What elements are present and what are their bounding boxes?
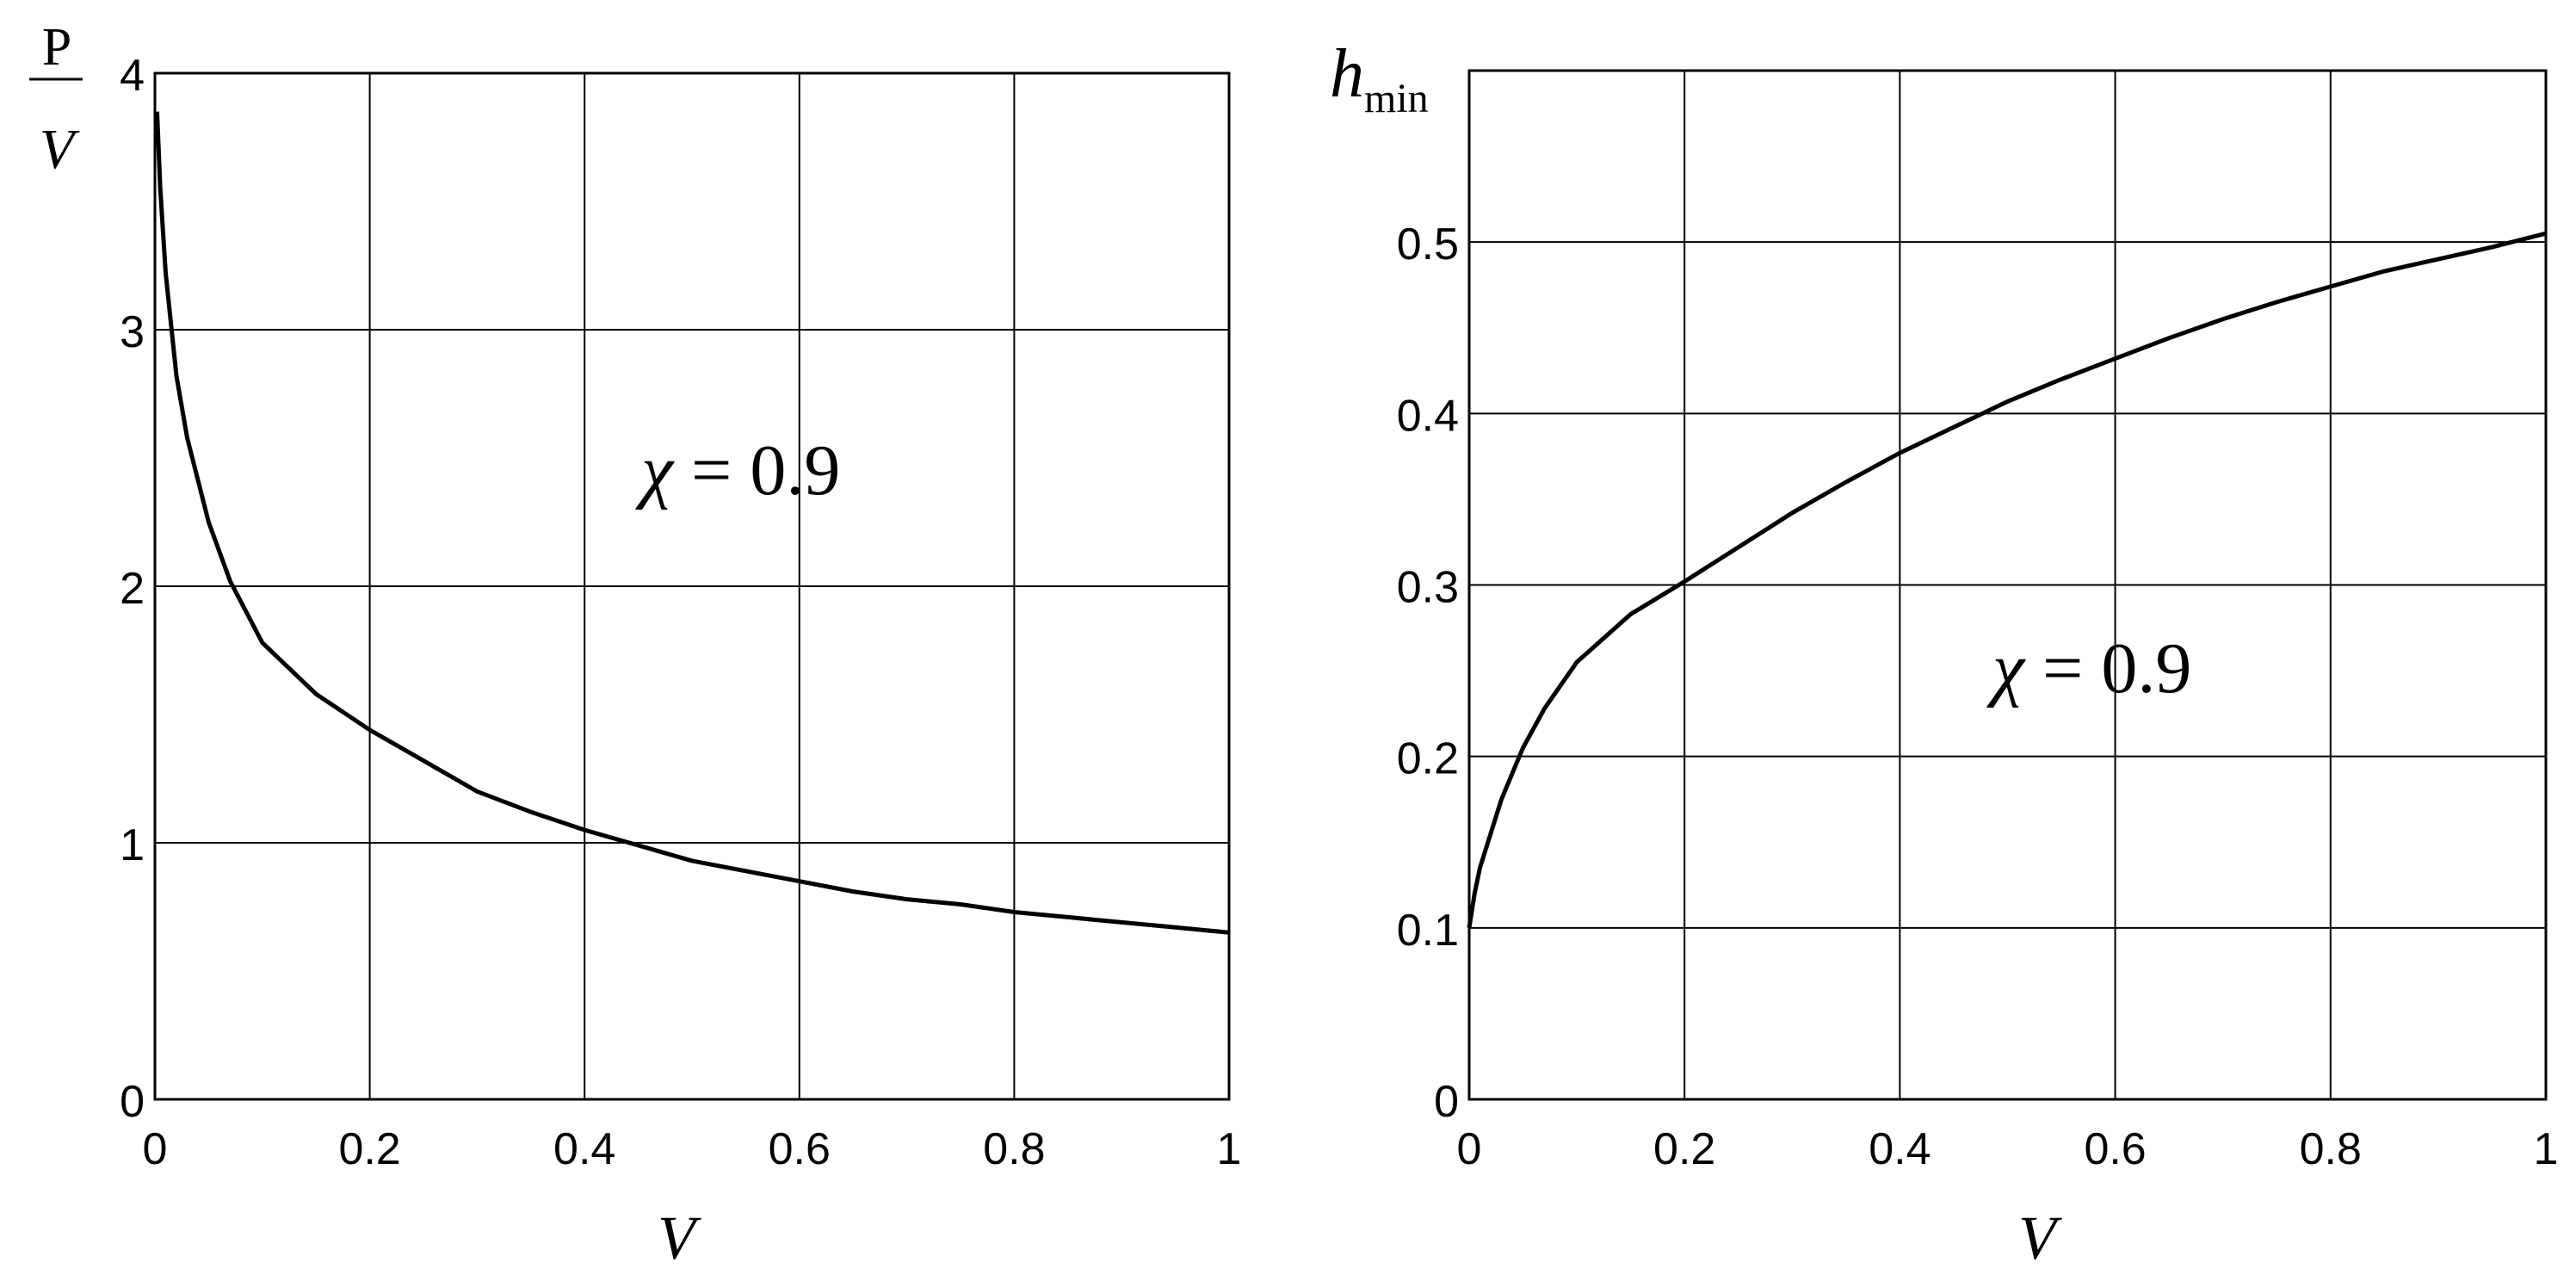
y-label-numerator: P — [42, 18, 71, 77]
y-tick-label: 1 — [120, 820, 145, 870]
x-tick-label: 0.2 — [338, 1124, 400, 1174]
x-tick-label: 1 — [2534, 1124, 2559, 1174]
x-tick-label: 0.8 — [983, 1124, 1045, 1174]
x-tick-label: 0.4 — [553, 1124, 615, 1174]
y-tick-label: 0 — [1434, 1077, 1459, 1127]
chart-p-over-v: 0 0.2 0.4 0.6 0.8 1 0 1 2 3 4 P V V χ = 0.9 — [29, 18, 1241, 1272]
y-label-h: h — [1330, 36, 1364, 112]
x-ticks-p-over-v: 0 0.2 0.4 0.6 0.8 1 — [143, 1124, 1242, 1174]
x-label-p-over-v: V — [658, 1203, 701, 1272]
y-label-denominator: V — [40, 118, 80, 181]
y-ticks-h-min: 0 0.1 0.2 0.3 0.4 0.5 — [1397, 220, 1459, 1127]
y-tick-label: 4 — [120, 51, 145, 101]
y-tick-label: 0.5 — [1397, 220, 1459, 269]
plot-frame-h-min — [1467, 69, 2548, 1101]
y-label-min: min — [1364, 76, 1429, 121]
x-tick-label: 0.6 — [2084, 1124, 2146, 1174]
y-tick-label: 0.4 — [1397, 391, 1459, 441]
x-ticks-h-min: 0 0.2 0.4 0.6 0.8 1 — [1457, 1124, 2559, 1174]
x-tick-label: 0.6 — [769, 1124, 831, 1174]
y-tick-label: 3 — [120, 307, 145, 357]
annotation-chi-p-over-v: χ = 0.9 — [635, 430, 840, 510]
x-label-h-min: V — [2018, 1203, 2062, 1272]
x-tick-label: 1 — [1217, 1124, 1242, 1174]
annotation-chi-value: = 0.9 — [673, 430, 840, 510]
annotation-chi-value: = 0.9 — [2024, 628, 2191, 708]
y-ticks-p-over-v: 0 1 2 3 4 — [120, 51, 145, 1127]
x-tick-label: 0.2 — [1653, 1124, 1715, 1174]
annotation-chi-symbol: χ — [1986, 628, 2026, 708]
x-tick-label: 0.8 — [2300, 1124, 2362, 1174]
grid-p-over-v — [154, 72, 1230, 1100]
x-tick-label: 0.4 — [1869, 1124, 1930, 1174]
annotation-chi-h-min: χ = 0.9 — [1986, 628, 2191, 708]
x-tick-label: 0 — [143, 1124, 168, 1174]
grid-h-min — [1468, 71, 2547, 1100]
x-tick-label: 0 — [1457, 1124, 1482, 1174]
y-tick-label: 2 — [120, 564, 145, 614]
y-tick-label: 0 — [120, 1077, 145, 1127]
annotation-chi-symbol: χ — [635, 430, 675, 510]
series-line-p-over-v — [155, 111, 1230, 935]
y-tick-label: 0.1 — [1397, 906, 1459, 956]
chart-h-min: 0 0.2 0.4 0.6 0.8 1 0 0.1 0.2 0.3 0.4 0.5 hmin V χ… — [1330, 36, 2558, 1272]
y-tick-label: 0.2 — [1397, 734, 1459, 784]
y-label-h-min: hmin — [1330, 36, 1429, 121]
y-tick-label: 0.3 — [1397, 563, 1459, 613]
series-line-h-min — [1467, 231, 2547, 929]
plot-frame-p-over-v — [153, 71, 1231, 1101]
